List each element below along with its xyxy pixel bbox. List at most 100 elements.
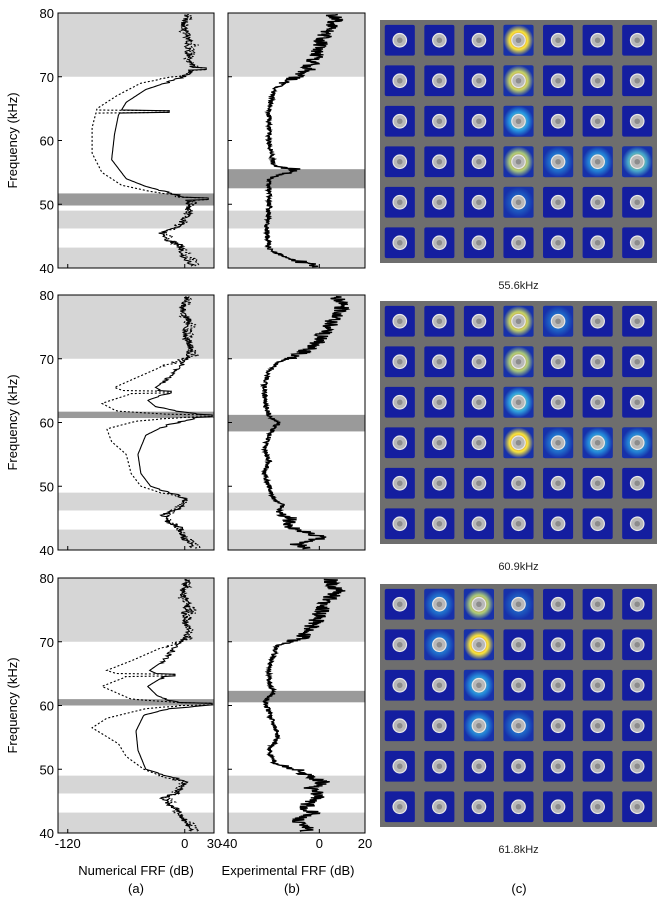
bolt-center bbox=[436, 358, 443, 365]
bolt-center bbox=[476, 199, 482, 206]
bolt-center bbox=[634, 520, 640, 527]
y-tick-label: 40 bbox=[40, 543, 54, 558]
y-tick-label: 80 bbox=[40, 288, 54, 303]
bolt-center bbox=[436, 682, 443, 689]
bolt-center bbox=[436, 480, 443, 487]
frf-line-experimental bbox=[262, 13, 344, 268]
bolt-center bbox=[634, 803, 640, 810]
bolt-center bbox=[594, 199, 601, 206]
bolt-center bbox=[555, 641, 561, 648]
bolt-center bbox=[594, 239, 601, 246]
bolt-center bbox=[476, 722, 482, 729]
bolt-center bbox=[515, 399, 522, 406]
bolt-center bbox=[515, 239, 522, 246]
x-tick-label: 30 bbox=[207, 836, 221, 851]
bolt-center bbox=[634, 439, 640, 446]
bolt-center bbox=[634, 358, 640, 365]
bolt-center bbox=[555, 239, 561, 246]
bolt-center bbox=[594, 37, 601, 44]
bolt-center bbox=[555, 358, 561, 365]
bolt-center bbox=[397, 239, 403, 246]
bolt-center bbox=[476, 37, 482, 44]
bolt-center bbox=[515, 722, 522, 729]
stop-band-dark bbox=[58, 699, 214, 706]
frf-line-experimental bbox=[259, 295, 351, 550]
bolt-center bbox=[515, 682, 522, 689]
y-tick-label: 70 bbox=[40, 70, 54, 85]
stop-band-light bbox=[228, 775, 365, 794]
bolt-center bbox=[436, 77, 443, 84]
stop-band-light bbox=[58, 210, 214, 229]
bolt-center bbox=[515, 118, 522, 125]
bolt-center bbox=[436, 199, 443, 206]
bolt-center bbox=[397, 641, 403, 648]
bolt-center bbox=[555, 37, 561, 44]
bolt-center bbox=[555, 199, 561, 206]
bolt-center bbox=[555, 601, 561, 608]
bolt-center bbox=[397, 480, 403, 487]
bolt-center bbox=[594, 641, 601, 648]
bolt-center bbox=[594, 763, 601, 770]
bolt-center bbox=[397, 77, 403, 84]
bolt-center bbox=[476, 399, 482, 406]
bolt-center bbox=[634, 318, 640, 325]
bolt-center bbox=[476, 239, 482, 246]
stop-band-light bbox=[58, 492, 214, 511]
stop-band-dark bbox=[228, 169, 365, 189]
bolt-center bbox=[555, 763, 561, 770]
stop-band-light bbox=[58, 295, 214, 359]
x-axis-label-numerical: Numerical FRF (dB) bbox=[78, 863, 194, 878]
y-tick-label: 80 bbox=[40, 6, 54, 21]
panel-b-3: -40 0 20 bbox=[219, 577, 372, 851]
bolt-center bbox=[515, 318, 522, 325]
bolt-center bbox=[634, 641, 640, 648]
bolt-center bbox=[397, 722, 403, 729]
frf-line-dotted bbox=[91, 13, 209, 267]
bolt-center bbox=[555, 520, 561, 527]
bolt-center bbox=[397, 199, 403, 206]
bolt-center bbox=[634, 118, 640, 125]
bolt-center bbox=[594, 358, 601, 365]
y-axis-label: Frequency (kHz) bbox=[5, 657, 20, 753]
bolt-center bbox=[515, 77, 522, 84]
mode-map-2 bbox=[380, 301, 657, 544]
x-tick-label: 20 bbox=[358, 836, 372, 851]
bolt-center bbox=[436, 399, 443, 406]
bolt-center bbox=[555, 158, 561, 165]
bolt-center bbox=[397, 682, 403, 689]
bolt-center bbox=[594, 118, 601, 125]
mode-map-caption: 61.8kHz bbox=[498, 844, 538, 856]
bolt-center bbox=[436, 763, 443, 770]
mode-map-caption: 60.9kHz bbox=[498, 561, 538, 573]
y-tick-label: 40 bbox=[40, 826, 54, 841]
x-tick-label: 0 bbox=[316, 836, 323, 851]
panel-label-c: (c) bbox=[511, 881, 526, 896]
bolt-center bbox=[594, 722, 601, 729]
bolt-center bbox=[555, 77, 561, 84]
stop-band-dark bbox=[228, 414, 365, 432]
bolt-center bbox=[594, 682, 601, 689]
bolt-center bbox=[634, 239, 640, 246]
bolt-center bbox=[555, 722, 561, 729]
panel-b-1 bbox=[227, 12, 366, 269]
bolt-center bbox=[634, 199, 640, 206]
bolt-center bbox=[634, 37, 640, 44]
bolt-center bbox=[476, 318, 482, 325]
stop-band-light bbox=[228, 812, 365, 833]
bolt-center bbox=[634, 722, 640, 729]
bolt-center bbox=[397, 520, 403, 527]
panel-label-b: (b) bbox=[284, 881, 300, 896]
bolt-center bbox=[476, 480, 482, 487]
panel-b-2 bbox=[227, 294, 366, 551]
mode-map-caption: 55.6kHz bbox=[498, 280, 538, 292]
bolt-center bbox=[594, 480, 601, 487]
bolt-center bbox=[555, 399, 561, 406]
stop-band-light bbox=[228, 529, 365, 550]
bolt-center bbox=[397, 439, 403, 446]
panel-a-2: 40 50 60 70 80 bbox=[40, 288, 215, 558]
stop-band-light bbox=[58, 775, 214, 794]
plate-background bbox=[380, 20, 657, 263]
bolt-center bbox=[436, 641, 443, 648]
plate-background bbox=[380, 584, 657, 827]
